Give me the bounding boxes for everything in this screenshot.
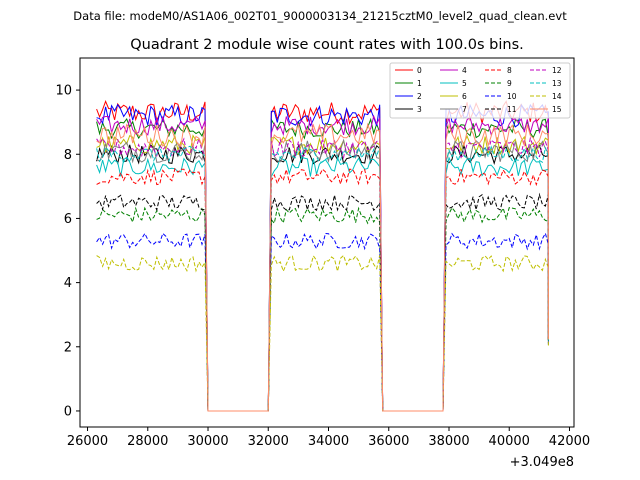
y-tick-label: 10 [55, 84, 72, 99]
chart-title: Quadrant 2 module wise count rates with … [130, 37, 524, 53]
y-axis: 0 2 4 6 8 10 [55, 84, 80, 419]
legend-label-12: 12 [552, 66, 562, 75]
x-offset-label: +3.049e8 [510, 455, 574, 470]
series-line-11 [96, 192, 549, 412]
x-tick-label: 34000 [308, 434, 349, 449]
axes-frame [79, 57, 575, 428]
legend-label-4: 4 [462, 66, 467, 75]
x-axis: 26000 28000 30000 32000 34000 36000 38000 40000… [67, 427, 590, 449]
x-tick-label: 28000 [127, 434, 168, 449]
series-line-2 [96, 103, 549, 412]
legend-label-14: 14 [552, 92, 562, 101]
series-line-5 [96, 156, 549, 412]
legend-label-10: 10 [507, 92, 517, 101]
series-line-9 [96, 206, 549, 412]
y-tick-label: 2 [64, 340, 72, 355]
series-line-7 [96, 138, 549, 412]
x-tick-label: 26000 [67, 434, 108, 449]
series-layer [96, 100, 549, 412]
series-line-15 [96, 122, 549, 412]
legend-label-6: 6 [462, 92, 467, 101]
x-tick-label: 42000 [549, 434, 590, 449]
series-line-10 [96, 231, 549, 412]
x-tick-label: 38000 [428, 434, 469, 449]
x-tick-label: 36000 [368, 434, 409, 449]
series-line-12 [96, 136, 549, 412]
legend-label-11: 11 [507, 105, 517, 114]
y-tick-label: 8 [64, 148, 72, 163]
legend-label-7: 7 [462, 105, 467, 114]
series-line-14 [96, 254, 549, 412]
legend-label-3: 3 [417, 105, 422, 114]
suptitle: Data file: modeM0/AS1A06_002T01_90000031… [73, 9, 567, 23]
series-line-13 [96, 144, 549, 412]
legend-label-15: 15 [552, 105, 562, 114]
legend-label-0: 0 [417, 66, 422, 75]
x-tick-label: 30000 [187, 434, 228, 449]
legend-label-2: 2 [417, 92, 422, 101]
legend-box [389, 62, 571, 119]
y-tick-label: 6 [64, 212, 72, 227]
legend-label-1: 1 [417, 79, 422, 88]
x-tick-label: 40000 [489, 434, 530, 449]
y-tick-label: 0 [64, 404, 72, 419]
x-tick-label: 32000 [248, 434, 289, 449]
legend-label-13: 13 [552, 79, 562, 88]
legend-label-8: 8 [507, 66, 512, 75]
series-line-8 [96, 167, 549, 412]
y-tick-label: 4 [64, 276, 72, 291]
legend-label-5: 5 [462, 79, 467, 88]
legend-label-9: 9 [507, 79, 512, 88]
